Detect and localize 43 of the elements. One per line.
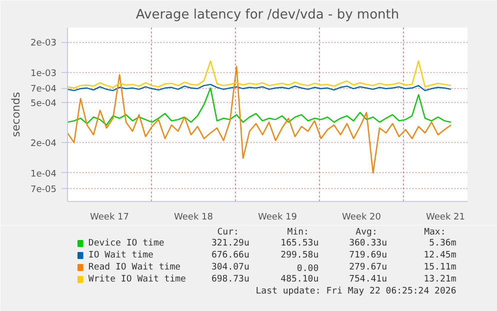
x-tick-label: Week 20 (342, 212, 382, 222)
text: Last update: Fri May 22 06:25:24 2026 (256, 286, 456, 296)
y-axis-title: seconds (10, 92, 23, 137)
line-series (68, 66, 452, 174)
x-tick-label: Week 18 (174, 212, 214, 222)
line-series (68, 84, 452, 92)
text: 698.73u (211, 274, 250, 284)
text: 299.58u (280, 250, 319, 260)
legend-label: Read IO Wait time (88, 262, 181, 272)
line-series (68, 60, 452, 89)
y-tick-label: 2e-04 (30, 139, 57, 150)
text: 754.41u (349, 274, 388, 284)
y-tick-label: 1e-03 (30, 68, 57, 79)
y-tick-label: 2e-03 (30, 38, 57, 49)
legend-label: Write IO Wait time (88, 274, 186, 284)
text: 0.00 (296, 264, 319, 274)
y-tick-label: 7e-05 (30, 185, 57, 196)
y-tick-label: 5e-04 (30, 99, 57, 110)
text: 165.53u (280, 238, 319, 248)
text: 321.29u (211, 238, 250, 248)
text: 719.69u (349, 250, 388, 260)
y-tick-label: 1e-04 (30, 169, 57, 180)
x-tick-label: Week 19 (258, 212, 298, 222)
text: Max: (424, 228, 446, 238)
text: Cur: (217, 228, 239, 238)
text: 12.45m (424, 250, 456, 260)
y-tick-label: 7e-04 (30, 84, 57, 95)
text: 304.07u (211, 262, 250, 272)
text: 5.36m (429, 238, 456, 248)
chart-title: Average latency for /dev/vda - by month (136, 8, 400, 22)
text: 13.21m (424, 274, 456, 284)
text: 485.10u (280, 274, 319, 284)
text: 15.11m (424, 262, 456, 272)
text: Min: (287, 228, 309, 238)
text: 676.66u (211, 250, 250, 260)
text: Avg: (356, 228, 378, 238)
line-series (68, 87, 452, 126)
text: 279.67u (349, 262, 388, 272)
x-tick-label: Week 17 (90, 212, 129, 222)
legend-label: IO Wait time (88, 250, 154, 260)
legend-label: Device IO time (88, 238, 164, 248)
text: 360.33u (349, 238, 388, 248)
x-tick-label: Week 21 (426, 212, 465, 222)
